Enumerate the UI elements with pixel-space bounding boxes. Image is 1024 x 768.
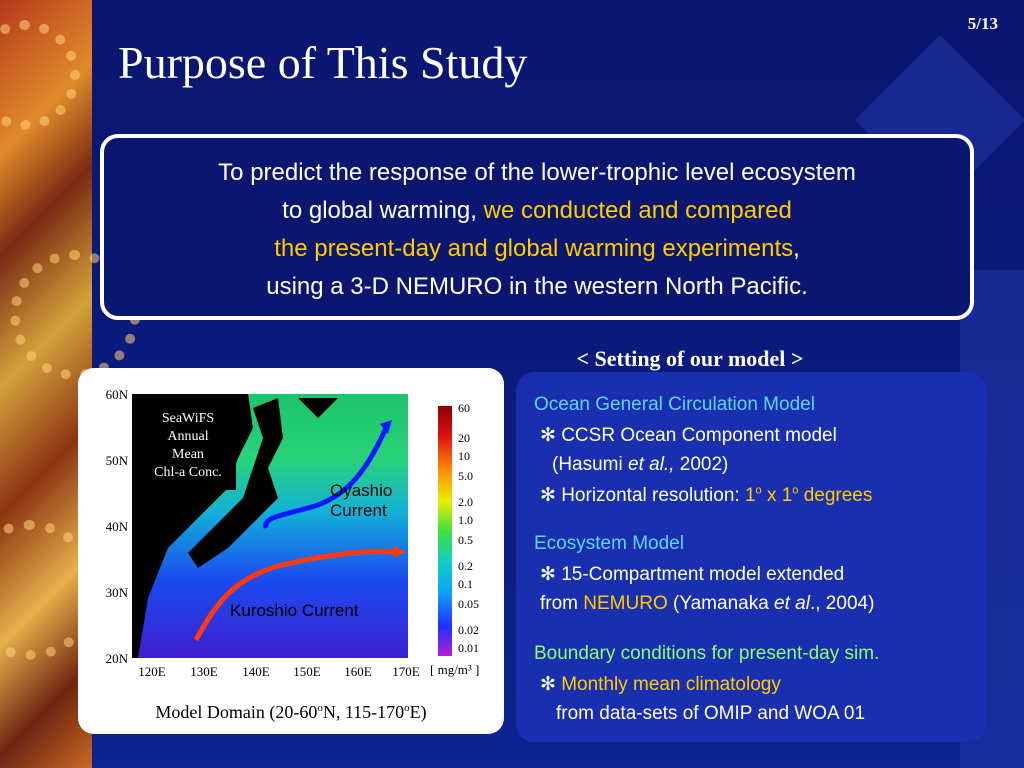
oyashio-label-1: Oyashio — [330, 481, 392, 500]
lat-label-30n: 30N — [106, 585, 129, 600]
inset-label-line-4: Chl-a Conc. — [154, 465, 222, 480]
lat-label-50n: 50N — [106, 453, 129, 468]
lon-label-170e: 170E — [392, 664, 420, 679]
oyashio-label-2: Current — [330, 501, 387, 520]
colorbar-label: 5.0 — [458, 469, 473, 483]
colorbar-unit: [ mg/m³ ] — [430, 662, 479, 677]
kuroshio-current-arrow — [193, 549, 395, 642]
map-caption: Model Domain (20-60oN, 115-170oE) — [155, 702, 426, 723]
lon-label-120e: 120E — [138, 664, 166, 679]
colorbar-label: 0.2 — [458, 559, 473, 573]
colorbar-label: 0.05 — [458, 597, 479, 611]
eco-item-1: ✻ 15-Compartment model extended — [540, 564, 845, 585]
colorbar-label: 60 — [458, 401, 470, 415]
purpose-line-3: the present-day and global warming exper… — [274, 235, 800, 262]
inset-label-line-2: Annual — [167, 429, 208, 444]
bc-item-1-source: from data-sets of OMIP and WOA 01 — [556, 703, 866, 724]
slide-title: Purpose of This Study — [118, 37, 528, 88]
colorbar-label: 10 — [458, 449, 470, 463]
japan-islands — [188, 398, 283, 568]
gear-icon — [0, 20, 80, 130]
purpose-line-4: using a 3-D NEMURO in the western North … — [266, 273, 808, 300]
colorbar-label: 2.0 — [458, 495, 473, 509]
asterisk-bullet-icon: ✻ — [540, 425, 556, 446]
lon-label-150e: 150E — [293, 664, 321, 679]
eco-title: Ecosystem Model — [534, 533, 684, 554]
bc-item-1: ✻ Monthly mean climatology — [540, 674, 781, 695]
chlorophyll-map: SeaWiFS Annual Mean Chl-a Conc. Oyashio … — [106, 387, 480, 723]
ogcm-title: Ocean General Circulation Model — [534, 394, 815, 415]
kuroshio-label: Kuroshio Current — [230, 601, 359, 620]
setting-heading: < Setting of our model > — [576, 346, 804, 371]
arrowhead-icon — [394, 546, 406, 558]
ogcm-item-1: ✻ CCSR Ocean Component model — [540, 425, 837, 446]
colorbar-label: 0.1 — [458, 577, 473, 591]
colorbar-label: 0.01 — [458, 641, 479, 655]
oyashio-current-arrow — [263, 426, 389, 529]
purpose-line-2: to global warming, we conducted and comp… — [282, 197, 792, 224]
colorbar-label: 0.5 — [458, 533, 473, 547]
asterisk-bullet-icon: ✻ — [540, 674, 556, 695]
inset-label-line-1: SeaWiFS — [162, 411, 214, 426]
inset-label-box — [140, 404, 236, 490]
setting-panel — [516, 372, 986, 742]
bc-title: Boundary conditions for present-day sim. — [534, 643, 880, 664]
colorbar-label: 0.02 — [458, 623, 479, 637]
asterisk-bullet-icon: ✻ — [540, 485, 556, 506]
lon-label-130e: 130E — [190, 664, 218, 679]
lat-label-20n: 20N — [106, 651, 129, 666]
kuril-islands — [298, 398, 338, 418]
inset-label-line-3: Mean — [172, 447, 204, 462]
lat-label-40n: 40N — [106, 519, 129, 534]
ogcm-item-2: ✻ Horizontal resolution: 1o x 1o degrees — [540, 484, 873, 506]
lon-label-160e: 160E — [344, 664, 372, 679]
eco-item-1-citation: from NEMURO (Yamanaka et al., 2004) — [540, 593, 875, 614]
colorbar — [438, 406, 452, 656]
colorbar-label: 1.0 — [458, 513, 473, 527]
purpose-line-1: To predict the response of the lower-tro… — [218, 159, 856, 186]
ogcm-item-1-citation: (Hasumi et al., 2002) — [552, 454, 729, 475]
lat-label-60n: 60N — [106, 387, 129, 402]
asterisk-bullet-icon: ✻ — [540, 564, 556, 585]
arrowhead-icon — [380, 420, 392, 434]
colorbar-label: 20 — [458, 431, 470, 445]
map-panel: SeaWiFS Annual Mean Chl-a Conc. Oyashio … — [78, 368, 504, 734]
page-number: 5/13 — [967, 14, 998, 33]
purpose-box: To predict the response of the lower-tro… — [100, 134, 974, 320]
lon-label-140e: 140E — [242, 664, 270, 679]
